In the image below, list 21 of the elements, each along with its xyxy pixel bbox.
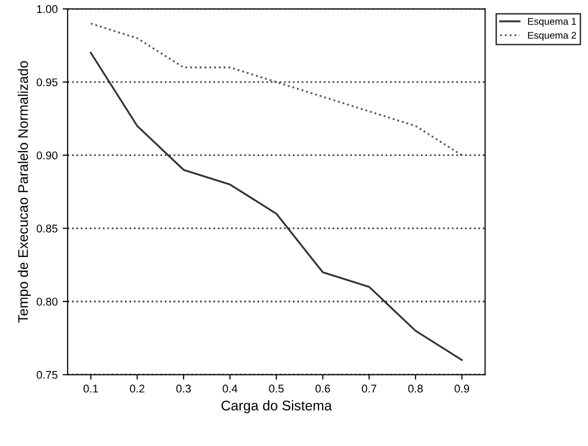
line-series: [90, 22, 463, 156]
y-axis-title: Tempo de Execucao Paralelo Normalizado: [18, 61, 31, 323]
x-tick-label: 0.6: [315, 384, 330, 393]
x-tick-label: 0.9: [454, 384, 470, 393]
x-tick-label: 0.1: [84, 384, 98, 393]
x-axis-title: Carga do Sistema: [221, 400, 332, 414]
x-tick-label: 0.8: [408, 384, 423, 393]
x-tick-label: 0.7: [362, 384, 376, 393]
y-tick-label: 0.90: [36, 151, 58, 160]
legend-label: Esquema 2: [528, 32, 576, 41]
y-tick-label: 0.95: [36, 78, 58, 86]
y-tick-label: 1.00: [37, 5, 58, 14]
line-series: [90, 52, 463, 361]
x-tick-label: 0.3: [176, 384, 191, 393]
y-tick-label: 0.80: [36, 298, 58, 306]
x-tick-label: 0.4: [222, 384, 238, 393]
y-tick-label: 0.75: [36, 370, 58, 379]
legend-label: Esquema 1: [528, 18, 576, 27]
y-tick-label: 0.85: [36, 224, 58, 232]
x-tick-label: 0.5: [269, 384, 284, 393]
x-tick-label: 0.2: [130, 384, 144, 393]
